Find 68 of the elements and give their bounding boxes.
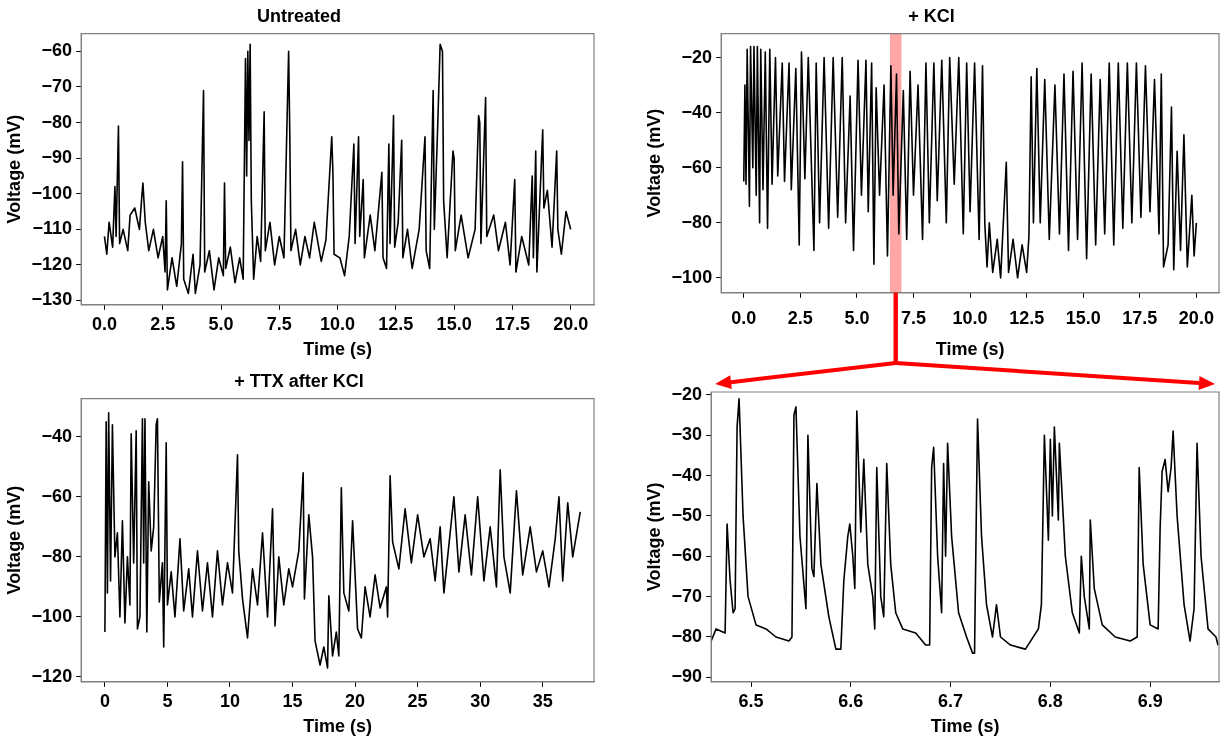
y-tick-label: −60 — [681, 156, 713, 177]
x-tick-label: 25 — [407, 690, 428, 711]
x-tick-label: 20.0 — [553, 313, 589, 334]
x-tick-label: 30 — [470, 690, 491, 711]
y-tick-label: −80 — [681, 211, 713, 232]
y-tick-label: −80 — [41, 111, 73, 132]
x-axis-title: Time (s) — [935, 339, 1005, 360]
x-tick-label: 6.9 — [1137, 690, 1163, 711]
x-tick-label: 0.0 — [91, 313, 117, 334]
x-axis-title: Time (s) — [303, 716, 372, 737]
x-tick-label: 5.0 — [844, 307, 870, 328]
x-tick-label: 15.0 — [436, 313, 472, 334]
x-tick-label: 15 — [282, 690, 303, 711]
chart-title: Untreated — [256, 5, 342, 26]
x-tick-label: 2.5 — [787, 307, 813, 328]
y-tick-label: −90 — [41, 147, 73, 168]
x-tick-label: 2.5 — [150, 313, 176, 334]
x-tick-label: 5.0 — [208, 313, 234, 334]
y-tick-label: −80 — [41, 545, 73, 566]
y-tick-label: −40 — [681, 101, 713, 122]
x-tick-label: 12.5 — [378, 313, 414, 334]
x-tick-label: 7.5 — [900, 307, 927, 328]
y-tick-label: −120 — [31, 665, 73, 686]
x-tick-label: 17.5 — [1122, 307, 1158, 328]
chart-title: + KCl — [908, 5, 955, 26]
x-tick-label: 6.8 — [1037, 690, 1063, 711]
y-tick-label: −60 — [41, 40, 73, 61]
x-tick-label: 6.6 — [838, 690, 864, 711]
x-tick-label: 17.5 — [494, 313, 530, 334]
x-tick-label: 35 — [532, 690, 553, 711]
y-tick-label: −70 — [41, 75, 73, 96]
x-tick-label: 10 — [219, 690, 241, 711]
y-tick-label: −80 — [671, 625, 703, 646]
x-tick-label: 6.7 — [938, 690, 964, 711]
y-tick-label: −40 — [41, 425, 73, 446]
x-tick-label: 20 — [345, 690, 366, 711]
y-tick-label: −30 — [671, 424, 703, 445]
y-axis-title: Voltage (mV) — [3, 485, 24, 595]
y-tick-label: −20 — [681, 46, 713, 67]
x-tick-label: 10.0 — [952, 307, 988, 328]
y-axis-title: Voltage (mV) — [643, 108, 664, 218]
x-tick-label: 0 — [99, 690, 110, 711]
y-tick-label: −50 — [671, 504, 703, 525]
y-tick-label: −100 — [31, 182, 73, 203]
y-tick-label: −130 — [31, 289, 73, 310]
y-tick-label: −20 — [671, 383, 703, 404]
x-axis-title: Time (s) — [303, 339, 372, 360]
y-tick-label: −100 — [671, 266, 713, 287]
x-tick-label: 12.5 — [1009, 307, 1045, 328]
y-axis-title: Voltage (mV) — [643, 482, 664, 592]
x-tick-label: 7.5 — [266, 313, 292, 334]
y-tick-label: −100 — [31, 605, 73, 626]
y-tick-label: −120 — [31, 253, 73, 274]
y-tick-label: −110 — [32, 218, 73, 239]
y-tick-label: −90 — [671, 666, 703, 687]
y-tick-label: −70 — [671, 585, 703, 606]
y-tick-label: −60 — [671, 545, 703, 566]
x-tick-label: 10.0 — [320, 313, 356, 334]
x-tick-label: 6.5 — [738, 690, 764, 711]
chart-title: + TTX after KCl — [234, 370, 364, 391]
x-axis-title: Time (s) — [930, 716, 1000, 737]
y-tick-label: −60 — [41, 485, 73, 506]
x-tick-label: 0.0 — [731, 307, 757, 328]
x-tick-label: 15.0 — [1065, 307, 1101, 328]
y-tick-label: −40 — [671, 464, 703, 485]
x-tick-label: 5 — [162, 690, 173, 711]
x-tick-label: 20.0 — [1178, 307, 1214, 328]
y-axis-title: Voltage (mV) — [3, 114, 24, 224]
